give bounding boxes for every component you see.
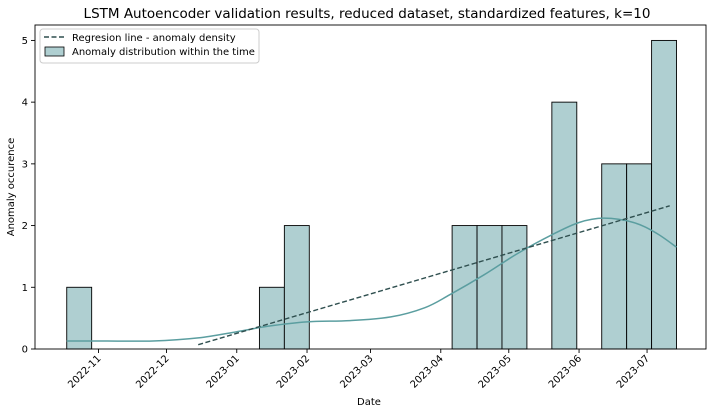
histogram-bar xyxy=(283,225,310,350)
histogram-bar xyxy=(66,286,93,350)
legend-regression-label: Regresion line - anomaly density xyxy=(72,33,236,44)
histogram-bar xyxy=(451,225,478,350)
plot-marks xyxy=(66,39,677,350)
chart-title: LSTM Autoencoder validation results, red… xyxy=(84,6,651,22)
legend: Regresion line - anomaly density Anomaly… xyxy=(39,28,260,64)
legend-histogram-swatch xyxy=(44,46,65,57)
x-tick-label: 2023-04 xyxy=(409,353,446,390)
regression-line xyxy=(198,205,670,346)
density-curve xyxy=(66,217,677,342)
y-tick-label: 3 xyxy=(22,159,28,170)
histogram-bar xyxy=(626,163,653,350)
legend-histogram-label: Anomaly distribution within the time xyxy=(72,47,255,58)
y-tick-label: 1 xyxy=(22,283,28,294)
x-tick-label: 2023-05 xyxy=(477,353,514,390)
histogram-bar xyxy=(476,225,503,350)
x-tick-label: 2023-01 xyxy=(205,353,242,390)
legend-frame xyxy=(39,28,260,64)
histogram-bar xyxy=(258,286,285,350)
y-axis-label: Anomaly occurence xyxy=(6,138,17,237)
y-tick-label: 0 xyxy=(22,345,28,356)
x-tick-label: 2023-02 xyxy=(275,353,312,390)
histogram-bar xyxy=(501,225,528,350)
histogram-bar xyxy=(601,163,628,350)
y-tick-label: 2 xyxy=(22,221,28,232)
x-tick-label: 2022-11 xyxy=(66,353,103,390)
x-tick-label: 2023-06 xyxy=(547,353,584,390)
x-axis-label: Date xyxy=(357,397,381,408)
y-tick-label: 4 xyxy=(22,98,28,109)
histogram-bar xyxy=(551,101,578,350)
histogram-bar xyxy=(651,39,677,350)
y-tick-label: 5 xyxy=(22,36,28,47)
x-axis: 2022-11 2022-12 2023-01 2023-02 2023-03 2023-… xyxy=(66,349,652,391)
x-tick-label: 2023-03 xyxy=(338,353,375,390)
x-tick-label: 2023-07 xyxy=(615,353,652,390)
y-axis: 0 1 2 3 4 5 xyxy=(22,36,35,356)
x-tick-label: 2022-12 xyxy=(134,353,171,390)
